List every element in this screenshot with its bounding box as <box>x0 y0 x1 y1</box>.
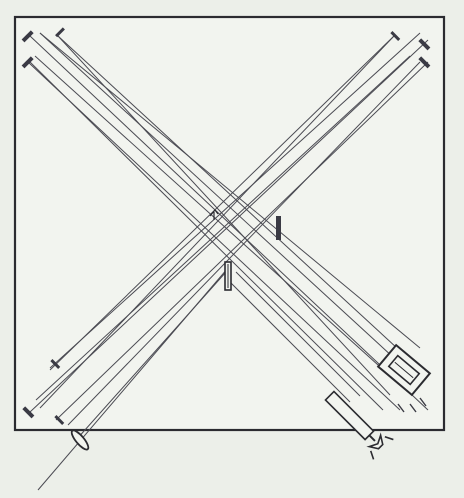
mirror-bank-top-left <box>21 27 65 69</box>
adjustment-screw <box>209 209 219 220</box>
mirror <box>50 359 61 369</box>
beam-line <box>49 35 395 371</box>
mirror <box>418 38 431 51</box>
output-beam <box>235 271 361 397</box>
mirror <box>390 31 401 41</box>
screw-mark <box>209 209 219 217</box>
eyepiece-neck <box>368 434 376 442</box>
eyepiece-cup <box>366 432 384 450</box>
beam-line <box>39 32 421 349</box>
mirror-bank-bottom-right <box>397 397 427 413</box>
mirror <box>21 56 34 69</box>
input-beam <box>75 271 227 441</box>
output-beam <box>227 279 351 403</box>
beam-line <box>67 61 421 426</box>
beam-line <box>49 32 421 369</box>
compensator-plate <box>276 216 281 240</box>
beam-line <box>39 35 395 409</box>
lamp-filament <box>394 361 414 379</box>
lens-body <box>70 429 90 451</box>
light-source-lamp <box>376 343 432 397</box>
beam-line <box>35 55 411 401</box>
mirror <box>22 406 35 419</box>
mirror-bank-bottom-left <box>22 359 65 425</box>
beam-line <box>34 55 409 393</box>
eyepiece-knob <box>369 435 394 460</box>
beam-line <box>29 61 384 411</box>
beam-line <box>55 61 429 421</box>
beam-line <box>57 35 391 396</box>
mirror <box>21 30 34 43</box>
tick-mirror <box>409 403 417 413</box>
mirror-bank-top-right <box>390 31 431 69</box>
telescope-eyepiece <box>324 390 394 460</box>
mirror <box>55 27 65 38</box>
light-beams <box>27 32 429 491</box>
beam-line <box>57 35 411 361</box>
focusing-lens <box>70 429 90 451</box>
beam-line <box>29 39 429 413</box>
tick-mirror <box>419 397 427 407</box>
mirror <box>54 415 65 425</box>
mirror <box>418 56 431 69</box>
tick-mirror <box>397 403 405 413</box>
beam-splitter <box>224 261 232 291</box>
